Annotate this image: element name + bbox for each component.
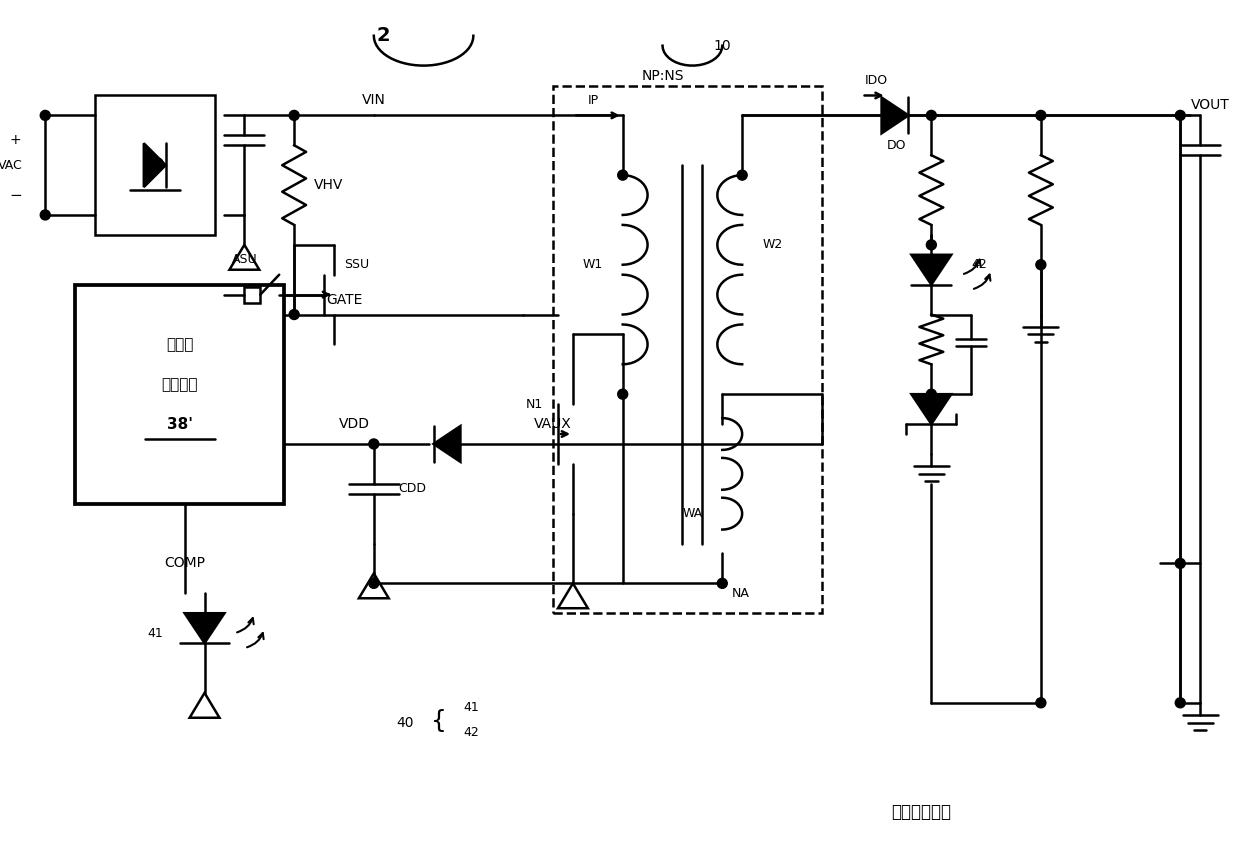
Circle shape xyxy=(717,578,727,588)
Circle shape xyxy=(368,578,378,588)
Circle shape xyxy=(1176,111,1185,120)
Text: NP:NS: NP:NS xyxy=(641,68,683,83)
Text: 2: 2 xyxy=(377,26,391,45)
Text: N1: N1 xyxy=(526,397,543,410)
Circle shape xyxy=(368,439,378,449)
Text: SSU: SSU xyxy=(343,258,370,271)
Text: IDO: IDO xyxy=(866,74,888,87)
Polygon shape xyxy=(911,394,951,424)
Circle shape xyxy=(40,111,51,120)
Text: 20: 20 xyxy=(144,157,165,173)
Circle shape xyxy=(289,309,299,320)
Text: 控制电路: 控制电路 xyxy=(161,377,198,391)
Text: GATE: GATE xyxy=(326,293,362,307)
Text: 41: 41 xyxy=(464,702,479,715)
Circle shape xyxy=(618,389,627,399)
Polygon shape xyxy=(882,98,909,133)
Circle shape xyxy=(618,170,627,180)
Text: 一次側: 一次側 xyxy=(166,337,193,352)
Text: VAC: VAC xyxy=(0,159,22,172)
Text: 42: 42 xyxy=(971,258,987,271)
Text: 41: 41 xyxy=(146,626,162,639)
Circle shape xyxy=(926,240,936,250)
Polygon shape xyxy=(185,613,224,643)
Text: 10: 10 xyxy=(713,39,732,53)
Text: ASU: ASU xyxy=(232,253,257,266)
Circle shape xyxy=(289,111,299,120)
Text: COMP: COMP xyxy=(164,556,205,570)
Text: DO: DO xyxy=(887,139,906,152)
Polygon shape xyxy=(911,255,951,284)
Circle shape xyxy=(1035,260,1045,270)
Circle shape xyxy=(926,389,936,399)
Circle shape xyxy=(1176,698,1185,708)
Text: VHV: VHV xyxy=(314,178,343,192)
Text: VAUX: VAUX xyxy=(534,417,572,431)
Circle shape xyxy=(1176,558,1185,569)
Text: {: { xyxy=(430,708,446,733)
Text: CDD: CDD xyxy=(399,482,427,495)
Text: VDD: VDD xyxy=(339,417,370,431)
Polygon shape xyxy=(144,143,166,187)
Text: W1: W1 xyxy=(583,258,603,271)
Circle shape xyxy=(738,170,748,180)
Polygon shape xyxy=(434,426,460,462)
Circle shape xyxy=(40,210,51,220)
Bar xyxy=(244,287,260,302)
Text: W2: W2 xyxy=(763,238,782,251)
Bar xyxy=(553,86,822,613)
Text: 42: 42 xyxy=(464,726,479,740)
Text: 40: 40 xyxy=(396,715,414,730)
Text: WA: WA xyxy=(682,507,702,520)
Circle shape xyxy=(1035,111,1045,120)
Text: −: − xyxy=(9,187,22,202)
Text: 38': 38' xyxy=(166,416,192,431)
Text: NA: NA xyxy=(733,587,750,600)
Circle shape xyxy=(926,111,936,120)
Text: VIN: VIN xyxy=(362,93,386,107)
Text: +: + xyxy=(10,133,21,147)
Bar xyxy=(95,96,215,235)
Bar xyxy=(76,284,284,504)
Text: VOUT: VOUT xyxy=(1190,98,1230,112)
Circle shape xyxy=(1035,698,1045,708)
Text: （现有技术）: （现有技术） xyxy=(892,804,951,822)
Text: IP: IP xyxy=(588,94,599,107)
